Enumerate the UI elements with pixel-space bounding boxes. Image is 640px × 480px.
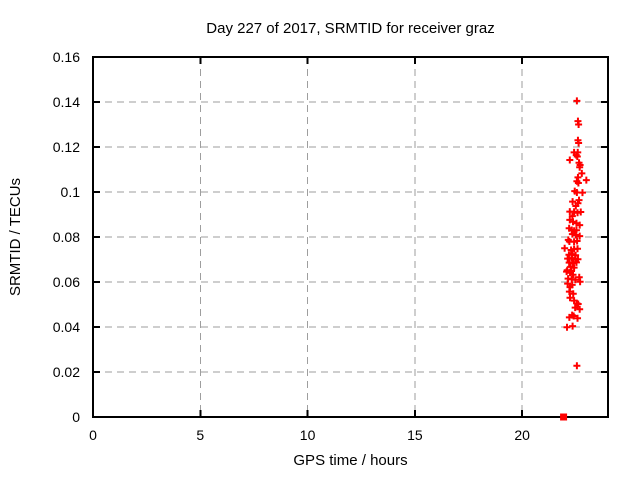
data-point-plus [572, 231, 580, 239]
data-point-plus [574, 179, 582, 187]
x-tick-label: 10 [299, 427, 316, 443]
y-tick-label: 0.16 [52, 49, 80, 65]
data-point-plus [573, 362, 581, 370]
data-point-plus [576, 163, 584, 171]
data-point-plus [574, 245, 582, 253]
data-point-plus [569, 271, 577, 279]
data-point-plus [566, 294, 574, 302]
data-point-plus [578, 169, 586, 177]
data-point-plus [574, 314, 582, 322]
data-point-plus [576, 278, 584, 286]
data-point-plus [565, 288, 573, 296]
data-point-plus [576, 232, 584, 240]
data-point-plus [564, 280, 572, 288]
data-point-plus [578, 189, 586, 197]
data-point-plus [575, 121, 583, 128]
y-tick-label: 0.04 [52, 319, 80, 335]
grid-lines [93, 57, 608, 417]
y-tick-label: 0.14 [52, 94, 80, 110]
data-point-plus [574, 300, 582, 308]
plot-border [92, 56, 609, 418]
data-point-plus [575, 139, 583, 147]
data-point-plus [576, 305, 584, 313]
x-axis-label: GPS time / hours [293, 452, 408, 469]
data-point-plus [563, 268, 571, 276]
data-point-plus [569, 322, 577, 330]
data-point-plus [573, 152, 581, 160]
y-tick-label: 0.08 [52, 229, 80, 245]
data-point-plus [573, 237, 581, 245]
data-point-plus [566, 156, 574, 164]
x-tick-label: 0 [89, 427, 97, 443]
x-tick-label: 20 [514, 427, 530, 443]
data-points-series-0 [561, 97, 590, 370]
data-point-plus [571, 304, 579, 312]
x-tick-label: 5 [196, 427, 205, 443]
data-point-plus [582, 176, 590, 184]
data-point-square [560, 413, 568, 421]
chart-title: Day 227 of 2017, SRMTID for receiver gra… [206, 20, 495, 37]
data-point-plus [572, 258, 580, 266]
x-tick-label: 15 [407, 427, 423, 443]
data-point-plus [572, 202, 580, 210]
y-tick-label: 0.1 [60, 184, 80, 200]
y-tick-label: 0.02 [52, 364, 80, 380]
data-point-plus [569, 198, 577, 206]
data-point-plus [571, 276, 579, 284]
y-tick-label: 0.12 [52, 139, 80, 155]
y-tick-label: 0 [72, 409, 80, 425]
data-point-plus [573, 97, 581, 105]
data-point-plus [568, 311, 576, 319]
y-tick-label: 0.06 [52, 274, 80, 290]
data-points-series-1 [560, 413, 568, 421]
data-point-plus [577, 208, 585, 216]
data-point-plus [561, 244, 569, 252]
data-point-plus [569, 290, 577, 298]
data-point-plus [576, 221, 584, 229]
data-point-plus [563, 323, 571, 331]
